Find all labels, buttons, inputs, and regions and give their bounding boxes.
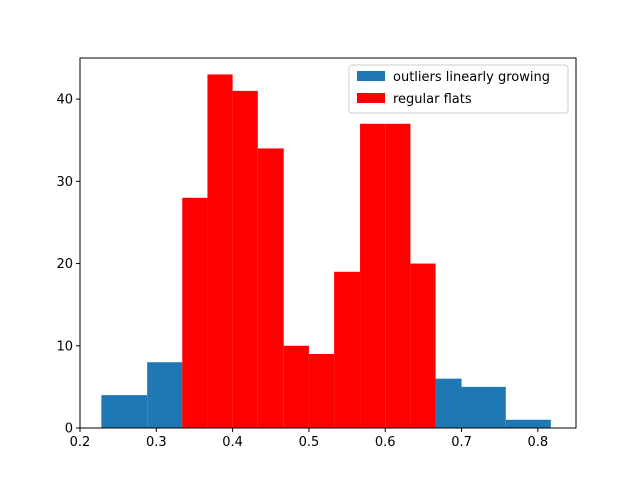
legend-label: outliers linearly growing — [393, 70, 550, 85]
histogram-bar — [360, 123, 386, 429]
x-tick-label: 0.2 — [70, 435, 91, 450]
x-axis: 0.2 0.3 0.4 0.5 0.6 0.7 0.8 — [70, 428, 549, 450]
legend: outliers linearly growing regular flats — [348, 64, 569, 114]
x-tick-label: 0.8 — [528, 435, 549, 450]
histogram-bar — [147, 362, 183, 428]
legend-swatch — [357, 93, 385, 103]
histogram-bar — [207, 74, 233, 428]
y-tick-label: 20 — [56, 257, 73, 272]
histogram-bar — [505, 419, 551, 428]
y-tick-label: 0 — [65, 422, 73, 437]
legend-swatch — [357, 71, 385, 81]
legend-label: regular flats — [393, 92, 472, 107]
y-tick-label: 10 — [56, 339, 73, 354]
axes-frame — [79, 57, 577, 429]
x-tick-label: 0.3 — [146, 435, 167, 450]
histogram-bar — [232, 90, 258, 428]
histogram-bar — [334, 271, 361, 428]
y-axis: 0 10 20 30 40 — [56, 93, 80, 437]
y-tick-label: 30 — [56, 175, 73, 190]
x-tick-label: 0.4 — [222, 435, 243, 450]
x-tick-label: 0.7 — [451, 435, 472, 450]
bars-layer — [101, 74, 551, 429]
x-tick-label: 0.5 — [299, 435, 320, 450]
histogram-bar — [182, 197, 208, 428]
y-tick-label: 40 — [56, 93, 73, 108]
histogram-bar — [308, 354, 335, 428]
histogram-bar — [461, 386, 506, 428]
histogram-bar — [435, 378, 462, 428]
histogram-bar — [410, 263, 436, 428]
legend-box — [348, 64, 569, 114]
x-tick-label: 0.6 — [375, 435, 396, 450]
histogram-bar — [257, 148, 284, 428]
histogram-bar — [385, 123, 411, 429]
histogram-bar — [283, 345, 309, 428]
histogram-bar — [101, 395, 148, 428]
